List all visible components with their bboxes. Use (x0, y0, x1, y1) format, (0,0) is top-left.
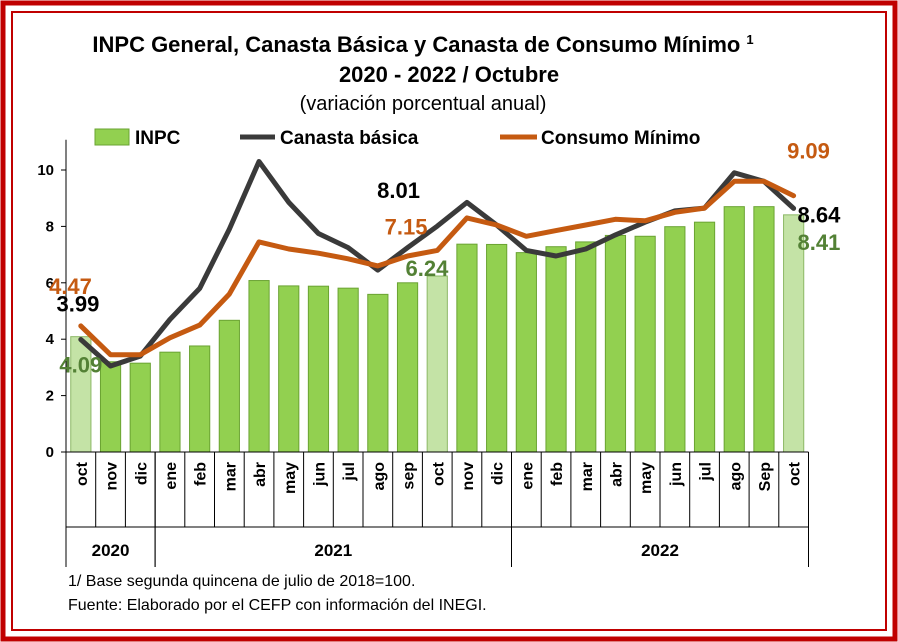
data-label: 4.47 (49, 274, 92, 299)
x-tick-label: jul (341, 462, 358, 482)
x-tick-label: oct (787, 461, 804, 486)
x-tick-label: may (638, 462, 655, 494)
bar-inpc (575, 241, 597, 453)
bar-inpc (248, 280, 270, 453)
x-tick-label: mar (579, 462, 596, 491)
year-label: 2020 (92, 541, 130, 560)
year-label: 2021 (314, 541, 352, 560)
x-tick-label: oct (74, 461, 91, 486)
x-tick-label: sep (401, 462, 418, 490)
x-tick-label: dic (133, 462, 150, 485)
y-tick-label: 6 (46, 275, 54, 292)
data-label: 8.64 (797, 202, 841, 227)
legend-swatch-inpc (94, 128, 130, 146)
legend: INPC Canasta básica Consumo Mínimo (94, 128, 700, 149)
x-tick-label: nov (460, 462, 477, 491)
frame-inner (11, 11, 887, 631)
x-tick-label: may (282, 462, 299, 494)
footnote-base: 1/ Base segunda quincena de julio de 201… (68, 573, 415, 590)
x-tick-label: mar (222, 462, 239, 491)
x-tick-label: jun (668, 462, 685, 487)
x-tick-label: Sep (757, 462, 774, 492)
legend-label-inpc: INPC (135, 128, 181, 149)
bar-inpc (307, 285, 330, 453)
y-tick-label: 10 (37, 162, 54, 179)
bar-inpc (515, 252, 537, 453)
bar-inpc (367, 293, 389, 453)
y-tick-label: 8 (46, 218, 54, 235)
bar-inpc (753, 206, 775, 453)
x-tick-label: feb (549, 462, 566, 486)
x-tick-label: nov (104, 462, 121, 491)
x-tick-label: ago (727, 462, 744, 491)
data-label: 3.99 (56, 292, 99, 317)
x-tick-label: oct (430, 461, 447, 486)
x-tick-label: ene (519, 462, 536, 490)
x-tick-label: jul (698, 462, 715, 482)
chart-subtitle-units: (variación porcentual anual) (300, 93, 547, 115)
x-tick-label: jun (311, 462, 328, 487)
footnote-source: Fuente: Elaborado por el CEFP con inform… (68, 597, 487, 614)
x-tick-label: feb (193, 462, 210, 486)
bar-inpc (723, 206, 745, 453)
y-tick-label: 0 (46, 444, 54, 461)
bar-inpc (396, 282, 419, 453)
x-tick-label: ago (371, 462, 388, 491)
bar-inpc (545, 246, 567, 453)
line-consumo-mínimo (78, 178, 797, 358)
legend-label-consumo: Consumo Mínimo (541, 128, 700, 149)
data-label: 8.01 (377, 178, 420, 203)
y-tick-label: 4 (46, 331, 55, 348)
title-superscript: 1 (746, 32, 753, 47)
bar-inpc (486, 243, 508, 453)
bar-inpc (159, 351, 181, 453)
data-label: 8.41 (797, 230, 840, 255)
x-tick-label: dic (490, 462, 507, 485)
bar-inpc (456, 243, 478, 453)
bar-inpc (129, 362, 151, 453)
x-tick-label: abr (252, 462, 269, 487)
data-label: 9.09 (787, 139, 830, 164)
data-label: 7.15 (385, 214, 428, 239)
y-tick-label: 2 (46, 388, 54, 405)
chart-subtitle: 2020 - 2022 / Octubre (339, 62, 559, 87)
bar-inpc (604, 234, 627, 453)
year-label: 2022 (641, 541, 679, 560)
bar-inpc (189, 345, 211, 453)
data-label: 6.24 (405, 256, 449, 281)
bar-inpc (693, 221, 716, 453)
bar-inpc (426, 275, 448, 453)
bar-inpc (337, 287, 359, 453)
x-tick-label: abr (608, 462, 625, 487)
legend-label-canasta: Canasta básica (280, 128, 419, 149)
bar-inpc (664, 226, 686, 453)
bar-inpc (634, 235, 656, 453)
data-label: 4.09 (59, 353, 102, 378)
x-tick-label: ene (163, 462, 180, 490)
chart-title: INPC General, Canasta Básica y Canasta d… (92, 32, 753, 57)
bar-inpc (99, 361, 122, 453)
bar-inpc (278, 285, 300, 453)
bar-inpc (218, 319, 240, 453)
